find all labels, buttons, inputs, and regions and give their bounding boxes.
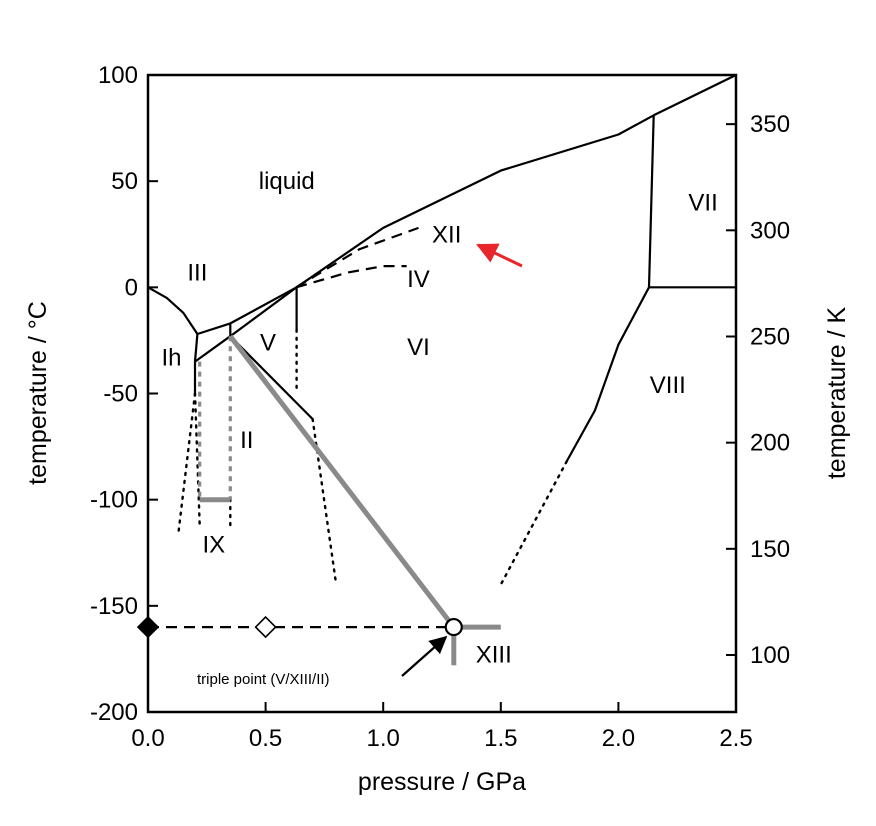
y-tick-label: -100 <box>90 487 138 514</box>
x-tick-label: 2.0 <box>602 725 635 752</box>
phase-boundary-1 <box>197 322 231 336</box>
marker-circle-open-2 <box>444 617 463 637</box>
region-label-v: V <box>260 330 276 357</box>
y-tick-label: -200 <box>90 699 138 726</box>
region-label-vii: VII <box>688 189 717 216</box>
y2-tick-label: 150 <box>750 536 790 563</box>
region-label-ih: Ih <box>162 344 182 371</box>
region-label-xiii: XIII <box>476 642 512 669</box>
highlight-arrow-icon <box>476 243 523 268</box>
y2-tick-label: 300 <box>750 217 790 244</box>
region-label-xii: XII <box>432 221 461 248</box>
x-axis-title: pressure / GPa <box>358 768 526 796</box>
phase-boundary-13 <box>565 286 650 462</box>
plot-frame <box>146 73 738 714</box>
phase-boundary-20 <box>499 460 568 586</box>
phase-boundary-11 <box>647 115 655 288</box>
triple-point-annotation: triple point (V/XIII/II) <box>197 671 330 688</box>
region-label-ii: II <box>240 427 253 454</box>
x-tick-label: 1.5 <box>484 725 517 752</box>
triple-point-arrow <box>401 635 448 677</box>
region-label-ix: IX <box>203 531 226 558</box>
phase-boundary-10 <box>295 74 737 289</box>
y-tick-label: 50 <box>111 168 138 195</box>
region-label-vi: VI <box>407 334 430 361</box>
y-axis-title: temperature / °C <box>24 301 52 485</box>
region-label-iv: IV <box>407 266 430 293</box>
phase-boundary-21 <box>193 392 201 527</box>
marker-group <box>136 615 463 639</box>
marker-diamond-filled-0 <box>136 615 160 639</box>
phase-boundary-17 <box>177 392 197 533</box>
y-tick-label: -150 <box>90 593 138 620</box>
y-tick-label: 100 <box>98 62 138 89</box>
y2-tick-label: 350 <box>750 111 790 138</box>
phase-boundary-3 <box>194 335 231 363</box>
x-tick-label: 0.0 <box>131 725 164 752</box>
x-tick-label: 0.5 <box>249 725 282 752</box>
y2-tick-label: 200 <box>750 430 790 457</box>
y-tick-label: 0 <box>125 274 138 301</box>
y2-tick-label: 100 <box>750 642 790 669</box>
y-tick-label: -50 <box>103 381 138 408</box>
phase-boundaries <box>147 74 737 666</box>
y2-tick-label: 250 <box>750 323 790 350</box>
phase-boundary-5 <box>229 286 298 338</box>
region-label-iii: III <box>187 259 207 286</box>
marker-diamond-open-1 <box>254 615 277 639</box>
region-label-viii: VIII <box>650 372 686 399</box>
x-tick-label: 1.0 <box>367 725 400 752</box>
phase-boundary-15 <box>295 265 407 289</box>
phase-boundary-7 <box>229 286 298 325</box>
axis-ticks: 0.0 0.5 1.0 1.5 2.0 2.5 100 50 0 -50 -100 -150 -200 3… <box>90 62 790 752</box>
region-label-liquid: liquid <box>259 168 315 195</box>
x-tick-label: 2.5 <box>719 725 752 752</box>
y2-axis-title: temperature / K <box>823 307 851 480</box>
phase-boundary-0 <box>147 286 199 335</box>
phase-boundary-14 <box>295 226 419 289</box>
phase-boundary-2 <box>193 333 199 362</box>
phase-boundary-26 <box>228 334 456 629</box>
